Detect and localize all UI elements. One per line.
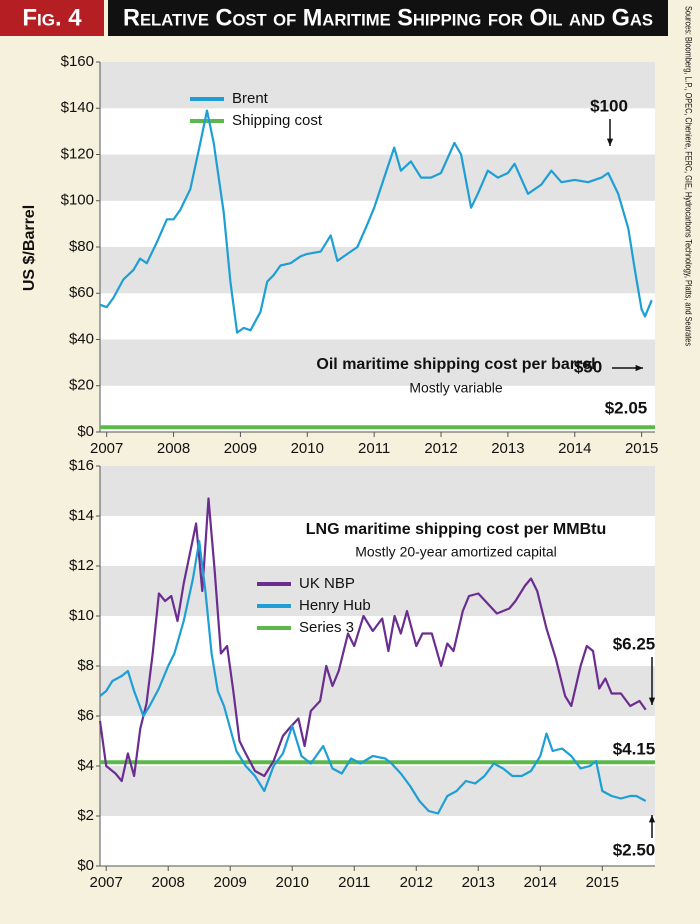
x-tick-label: 2007 bbox=[90, 440, 123, 457]
x-tick-label: 2015 bbox=[625, 440, 658, 457]
y-axis-label: US $/Barrel bbox=[21, 205, 38, 291]
y-tick-label: $100 bbox=[61, 192, 94, 209]
chart-title: LNG maritime shipping cost per MMBtu bbox=[306, 521, 606, 538]
x-tick-label: 2011 bbox=[338, 874, 370, 891]
series-line bbox=[98, 497, 647, 783]
series-line bbox=[99, 109, 653, 334]
y-tick-label: $60 bbox=[69, 284, 94, 301]
annotation: $2.05 bbox=[605, 398, 648, 417]
y-tick-label: $14 bbox=[69, 507, 94, 524]
x-tick-label: 2015 bbox=[586, 874, 619, 891]
title-bar bbox=[108, 0, 668, 36]
arrow-head bbox=[606, 138, 614, 146]
y-tick-label: $10 bbox=[69, 607, 94, 624]
x-tick-label: 2012 bbox=[400, 874, 433, 891]
figure-box bbox=[0, 0, 104, 36]
annotation: $4.15 bbox=[613, 739, 656, 758]
y-tick-label: $20 bbox=[69, 377, 94, 394]
y-tick-label: $16 bbox=[69, 457, 94, 474]
grid-band bbox=[100, 466, 655, 516]
sources: Sources: Bloomberg, L.P., OPEC, Cheniere… bbox=[684, 6, 694, 346]
y-tick-label: $8 bbox=[77, 657, 94, 674]
figure-label: Fig. 4 bbox=[22, 4, 82, 31]
grid-band bbox=[100, 108, 655, 155]
annotation: $50 bbox=[574, 357, 602, 376]
y-tick-label: $40 bbox=[69, 330, 94, 347]
arrow-head bbox=[635, 364, 643, 372]
x-tick-label: 2009 bbox=[214, 874, 247, 891]
y-tick-label: $12 bbox=[69, 557, 94, 574]
legend-label: Brent bbox=[232, 90, 269, 107]
x-tick-label: 2012 bbox=[424, 440, 457, 457]
grid-band bbox=[100, 666, 655, 716]
grid-band bbox=[100, 293, 655, 340]
chart-title: Oil maritime shipping cost per barrel bbox=[316, 356, 595, 373]
y-tick-label: $0 bbox=[77, 423, 94, 440]
y-tick-label: $6 bbox=[77, 707, 94, 724]
annotation: $6.25 bbox=[613, 634, 656, 653]
grid-band bbox=[100, 339, 655, 386]
x-tick-label: 2011 bbox=[358, 440, 390, 457]
annotation: $2.50 bbox=[613, 840, 656, 859]
x-tick-label: 2010 bbox=[291, 440, 324, 457]
x-tick-label: 2013 bbox=[491, 440, 524, 457]
x-tick-label: 2013 bbox=[462, 874, 495, 891]
grid-band bbox=[100, 816, 655, 866]
grid-band bbox=[100, 716, 655, 766]
series-line bbox=[99, 539, 647, 815]
legend-label: Series 3 bbox=[299, 619, 354, 636]
legend-label: UK NBP bbox=[299, 575, 355, 592]
arrow-head bbox=[648, 697, 656, 705]
y-tick-label: $2 bbox=[77, 807, 94, 824]
grid-band bbox=[100, 385, 655, 432]
y-tick-label: $120 bbox=[61, 145, 94, 162]
grid-band bbox=[100, 566, 655, 616]
y-tick-label: $80 bbox=[69, 238, 94, 255]
y-tick-label: $4 bbox=[77, 757, 94, 774]
y-tick-label: $0 bbox=[77, 857, 94, 874]
chart-subtitle: Mostly 20-year amortized capital bbox=[355, 544, 557, 560]
x-tick-label: 2010 bbox=[276, 874, 309, 891]
chart-subtitle: Mostly variable bbox=[409, 380, 503, 396]
legend-label: Henry Hub bbox=[299, 597, 371, 614]
grid-band bbox=[100, 247, 655, 294]
x-tick-label: 2008 bbox=[152, 874, 185, 891]
grid-band bbox=[100, 200, 655, 247]
y-tick-label: $160 bbox=[61, 53, 94, 70]
x-tick-label: 2008 bbox=[157, 440, 190, 457]
grid-band bbox=[100, 62, 655, 109]
annotation: $100 bbox=[590, 96, 628, 115]
x-tick-label: 2009 bbox=[224, 440, 257, 457]
x-tick-label: 2014 bbox=[558, 440, 591, 457]
x-tick-label: 2007 bbox=[90, 874, 123, 891]
legend-label: Shipping cost bbox=[232, 112, 323, 129]
x-tick-label: 2014 bbox=[524, 874, 557, 891]
grid-band bbox=[100, 154, 655, 201]
figure-title: Relative Cost of Maritime Shipping for O… bbox=[123, 4, 653, 31]
grid-band bbox=[100, 766, 655, 816]
y-tick-label: $140 bbox=[61, 99, 94, 116]
arrow-head bbox=[648, 815, 656, 823]
